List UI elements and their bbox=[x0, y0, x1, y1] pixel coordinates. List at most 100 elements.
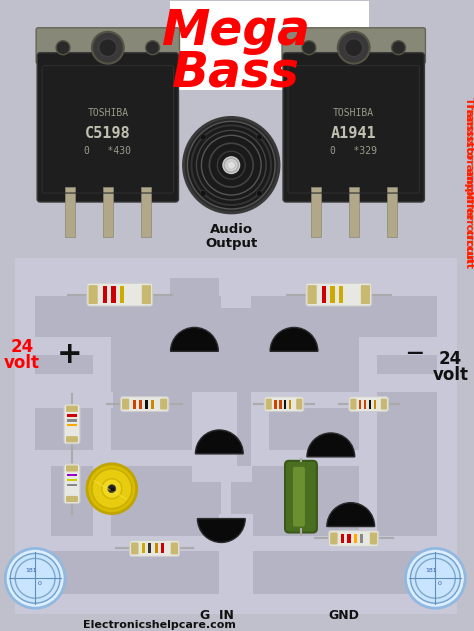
Bar bbox=[339, 286, 343, 303]
Text: A1941: A1941 bbox=[331, 126, 376, 141]
Bar bbox=[192, 466, 252, 481]
Text: Transistor amplifier circuit: Transistor amplifier circuit bbox=[464, 97, 474, 263]
Bar bbox=[141, 187, 151, 237]
FancyBboxPatch shape bbox=[330, 533, 337, 545]
Bar bbox=[359, 392, 377, 466]
Bar bbox=[111, 286, 116, 303]
Bar bbox=[349, 187, 359, 237]
FancyBboxPatch shape bbox=[282, 28, 425, 64]
Bar bbox=[15, 257, 35, 614]
Wedge shape bbox=[198, 519, 245, 543]
Bar bbox=[359, 466, 377, 551]
FancyBboxPatch shape bbox=[120, 397, 169, 411]
Circle shape bbox=[146, 41, 160, 55]
Wedge shape bbox=[327, 503, 374, 526]
Bar bbox=[40, 56, 175, 68]
Bar bbox=[33, 374, 93, 392]
Text: G  IN: G IN bbox=[201, 609, 234, 622]
Circle shape bbox=[405, 548, 465, 608]
Text: C5198: C5198 bbox=[85, 126, 131, 141]
Text: GND: GND bbox=[328, 609, 359, 622]
Bar bbox=[15, 278, 170, 295]
Bar bbox=[438, 466, 455, 594]
Bar bbox=[221, 466, 231, 516]
Text: Bass: Bass bbox=[172, 49, 300, 97]
Bar bbox=[360, 533, 363, 543]
Bar bbox=[347, 533, 351, 543]
Text: 24: 24 bbox=[438, 350, 462, 369]
FancyBboxPatch shape bbox=[87, 283, 153, 306]
Bar bbox=[311, 187, 321, 237]
Bar bbox=[377, 536, 438, 551]
Circle shape bbox=[56, 41, 70, 55]
Bar bbox=[359, 399, 361, 408]
Circle shape bbox=[228, 161, 235, 169]
FancyBboxPatch shape bbox=[66, 466, 78, 471]
Bar bbox=[251, 392, 361, 408]
Bar bbox=[67, 424, 77, 427]
Bar bbox=[151, 399, 154, 408]
Bar bbox=[354, 533, 357, 543]
Circle shape bbox=[392, 41, 405, 55]
FancyBboxPatch shape bbox=[285, 461, 317, 533]
Bar bbox=[15, 594, 457, 614]
Bar bbox=[67, 474, 77, 476]
Text: 24: 24 bbox=[10, 338, 34, 357]
FancyBboxPatch shape bbox=[349, 397, 389, 411]
Text: Audio: Audio bbox=[210, 223, 253, 237]
Text: +: + bbox=[57, 340, 83, 369]
Bar bbox=[33, 338, 93, 355]
Circle shape bbox=[99, 38, 117, 57]
FancyBboxPatch shape bbox=[266, 399, 272, 410]
Text: TOSHIBA: TOSHIBA bbox=[87, 109, 128, 119]
Bar bbox=[67, 415, 77, 416]
Bar bbox=[219, 514, 253, 529]
Bar bbox=[221, 257, 251, 307]
Text: Mega: Mega bbox=[162, 7, 311, 55]
FancyBboxPatch shape bbox=[89, 285, 98, 304]
FancyBboxPatch shape bbox=[283, 52, 424, 202]
Bar bbox=[438, 257, 457, 614]
Text: Output: Output bbox=[205, 237, 257, 251]
Bar bbox=[374, 399, 376, 408]
Circle shape bbox=[345, 38, 363, 57]
Circle shape bbox=[200, 134, 206, 140]
FancyBboxPatch shape bbox=[361, 285, 370, 304]
Bar bbox=[359, 374, 438, 392]
Text: Transistor amplifier circuit: Transistor amplifier circuit bbox=[464, 102, 474, 268]
Bar bbox=[269, 450, 377, 466]
Bar bbox=[33, 392, 113, 408]
Bar bbox=[289, 399, 292, 408]
Text: volt: volt bbox=[4, 354, 40, 372]
Text: 0: 0 bbox=[37, 581, 41, 586]
Bar bbox=[148, 543, 152, 553]
Bar bbox=[142, 543, 145, 553]
FancyBboxPatch shape bbox=[64, 404, 80, 444]
Bar bbox=[103, 187, 113, 237]
Bar bbox=[364, 399, 366, 408]
Circle shape bbox=[224, 158, 238, 172]
Bar bbox=[279, 399, 282, 408]
Circle shape bbox=[187, 121, 275, 209]
Bar bbox=[67, 419, 77, 422]
Bar bbox=[65, 187, 75, 237]
Bar bbox=[387, 187, 397, 237]
Bar bbox=[120, 286, 124, 303]
Bar bbox=[15, 257, 457, 614]
Circle shape bbox=[302, 41, 316, 55]
FancyBboxPatch shape bbox=[160, 399, 167, 410]
FancyBboxPatch shape bbox=[66, 496, 78, 502]
Bar bbox=[67, 484, 77, 486]
FancyBboxPatch shape bbox=[306, 283, 372, 306]
Text: 181: 181 bbox=[25, 568, 37, 573]
Circle shape bbox=[338, 32, 370, 64]
Bar bbox=[221, 536, 231, 612]
Text: 0: 0 bbox=[438, 581, 441, 586]
Bar bbox=[93, 338, 111, 392]
Bar bbox=[93, 466, 111, 536]
FancyBboxPatch shape bbox=[328, 531, 379, 546]
FancyBboxPatch shape bbox=[264, 397, 304, 411]
Bar bbox=[330, 286, 335, 303]
Bar bbox=[93, 536, 219, 551]
Circle shape bbox=[5, 548, 65, 608]
